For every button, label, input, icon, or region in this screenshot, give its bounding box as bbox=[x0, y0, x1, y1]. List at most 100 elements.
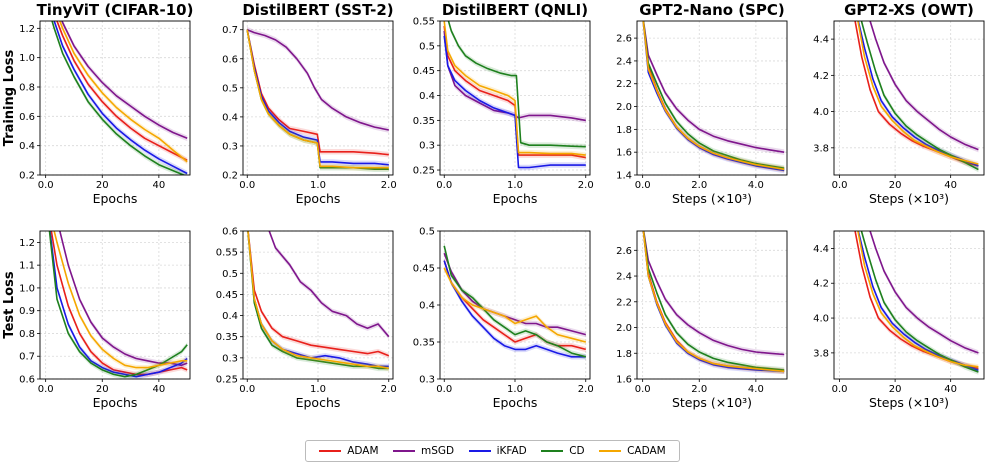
y-tick-label: 0.3 bbox=[222, 353, 238, 364]
legend-item-adam: ADAM bbox=[319, 445, 379, 457]
legend-item-ikfad: iKFAD bbox=[468, 445, 527, 457]
y-tick-label: 1.2 bbox=[19, 238, 35, 249]
panel-title: DistilBERT (QNLI) bbox=[442, 1, 588, 19]
x-tick-label: 40 bbox=[153, 384, 166, 395]
line-msgd bbox=[642, 21, 785, 153]
y-tick-label: 0.45 bbox=[216, 290, 238, 301]
band-adam bbox=[55, 21, 188, 164]
panel-p1: 0.2 0.3 0.4 0.5 0.6 0.7 0.0 1.0 2.0 Epochs DistilB… bbox=[222, 1, 397, 206]
y-tick-label: 0.2 bbox=[19, 171, 35, 182]
x-tick-label: 0.0 bbox=[239, 180, 255, 191]
y-tick-label: 0.45 bbox=[413, 66, 435, 77]
y-tick-label: 0.35 bbox=[413, 338, 435, 349]
legend-swatch-ikfad bbox=[468, 450, 491, 452]
y-tick-label: 4.0 bbox=[813, 107, 829, 118]
x-tick-label: 40 bbox=[944, 384, 957, 395]
axes-frame bbox=[833, 230, 985, 380]
panel-title: DistilBERT (SST-2) bbox=[242, 1, 393, 19]
y-tick-label: 0.8 bbox=[19, 329, 35, 340]
y-tick-label: 0.8 bbox=[19, 83, 35, 94]
y-tick-label: 2.6 bbox=[616, 246, 632, 257]
x-tick-label: 1.0 bbox=[507, 180, 523, 191]
y-tick-label: 2.2 bbox=[616, 297, 632, 308]
y-tick-label: 1.6 bbox=[616, 375, 632, 386]
y-tick-label: 0.4 bbox=[19, 141, 35, 152]
y-tick-label: 0.55 bbox=[413, 17, 435, 28]
band-msgd bbox=[869, 231, 979, 356]
series-group bbox=[246, 26, 389, 173]
line-ikfad bbox=[443, 260, 586, 358]
y-tick-label: 0.35 bbox=[413, 116, 435, 127]
x-tick-label: 0.0 bbox=[436, 180, 452, 191]
y-tick-label: 0.3 bbox=[222, 141, 238, 152]
line-cd bbox=[443, 245, 587, 358]
legend-item-cd: CD bbox=[541, 445, 585, 457]
y-tick-label: 0.35 bbox=[216, 332, 238, 343]
panel-p0: 0.2 0.4 0.6 0.8 1.0 1.2 0.0 20 40 Epochs TinyViT (… bbox=[2, 1, 193, 206]
x-tick-label: 2.0 bbox=[578, 180, 594, 191]
x-tick-label: 20 bbox=[96, 384, 109, 395]
line-ikfad bbox=[642, 21, 785, 172]
line-cadam bbox=[642, 231, 785, 373]
panel-p2: 0.25 0.3 0.35 0.4 0.45 0.5 0.55 0.0 1.0 2.0 Epochs… bbox=[413, 1, 594, 206]
y-tick-label: 0.9 bbox=[19, 306, 35, 317]
y-tick-label: 4.4 bbox=[813, 35, 829, 46]
y-tick-label: 4.2 bbox=[813, 279, 829, 290]
x-axis-label: Epochs bbox=[296, 191, 341, 206]
line-cadam bbox=[247, 231, 389, 370]
y-tick-label: 0.6 bbox=[19, 112, 35, 123]
y-tick-label: 2.4 bbox=[616, 56, 632, 67]
band-msgd bbox=[643, 231, 785, 358]
x-tick-label: 40 bbox=[944, 180, 957, 191]
x-tick-label: 0.0 bbox=[239, 384, 255, 395]
line-ikfad bbox=[49, 231, 188, 378]
x-axis-label: Epochs bbox=[296, 395, 341, 410]
panel-title: GPT2-Nano (SPC) bbox=[639, 1, 785, 19]
line-cadam bbox=[53, 231, 188, 369]
x-axis-label: Steps (×10³) bbox=[869, 191, 949, 206]
series-group bbox=[51, 21, 188, 175]
y-tick-label: 1.4 bbox=[616, 171, 632, 182]
axes-frame bbox=[833, 20, 985, 176]
x-axis-label: Steps (×10³) bbox=[672, 191, 752, 206]
y-tick-label: 4.2 bbox=[813, 71, 829, 82]
band-cd bbox=[49, 231, 188, 379]
panel-title: GPT2-XS (OWT) bbox=[844, 1, 974, 19]
line-cd bbox=[642, 231, 785, 371]
y-tick-label: 0.6 bbox=[19, 375, 35, 386]
legend-swatch-cadam bbox=[599, 450, 622, 452]
y-tick-label: 0.7 bbox=[19, 352, 35, 363]
line-msgd bbox=[268, 231, 390, 338]
axes-frame bbox=[636, 230, 788, 380]
y-tick-label: 2.4 bbox=[616, 272, 632, 283]
y-tick-label: 1.8 bbox=[616, 349, 632, 360]
x-tick-label: 4.0 bbox=[748, 384, 764, 395]
series-group bbox=[247, 231, 390, 372]
line-ikfad bbox=[443, 35, 586, 169]
line-cd bbox=[48, 231, 188, 378]
line-msgd bbox=[869, 21, 979, 151]
x-axis-label: Epochs bbox=[93, 191, 138, 206]
line-msgd bbox=[869, 231, 979, 354]
y-tick-label: 0.3 bbox=[419, 375, 435, 386]
x-tick-label: 4.0 bbox=[748, 180, 764, 191]
x-tick-label: 0.0 bbox=[635, 384, 651, 395]
line-msgd bbox=[61, 21, 188, 140]
y-tick-label: 3.8 bbox=[813, 348, 829, 359]
line-cd bbox=[860, 21, 979, 171]
line-cadam bbox=[857, 231, 979, 368]
y-tick-label: 1.6 bbox=[616, 148, 632, 159]
y-tick-label: 0.5 bbox=[419, 41, 435, 52]
legend-label-cadam: CADAM bbox=[627, 445, 666, 457]
x-tick-label: 0.0 bbox=[635, 180, 651, 191]
y-tick-label: 0.6 bbox=[222, 54, 238, 65]
y-tick-label: 4.4 bbox=[813, 244, 829, 255]
line-adam bbox=[443, 25, 586, 159]
y-tick-label: 0.25 bbox=[413, 166, 435, 177]
legend-item-msgd: mSGD bbox=[393, 445, 454, 457]
y-tick-label: 0.2 bbox=[222, 171, 238, 182]
y-tick-label: 2.2 bbox=[616, 79, 632, 90]
x-tick-label: 0.0 bbox=[38, 384, 54, 395]
x-tick-label: 20 bbox=[96, 180, 109, 191]
